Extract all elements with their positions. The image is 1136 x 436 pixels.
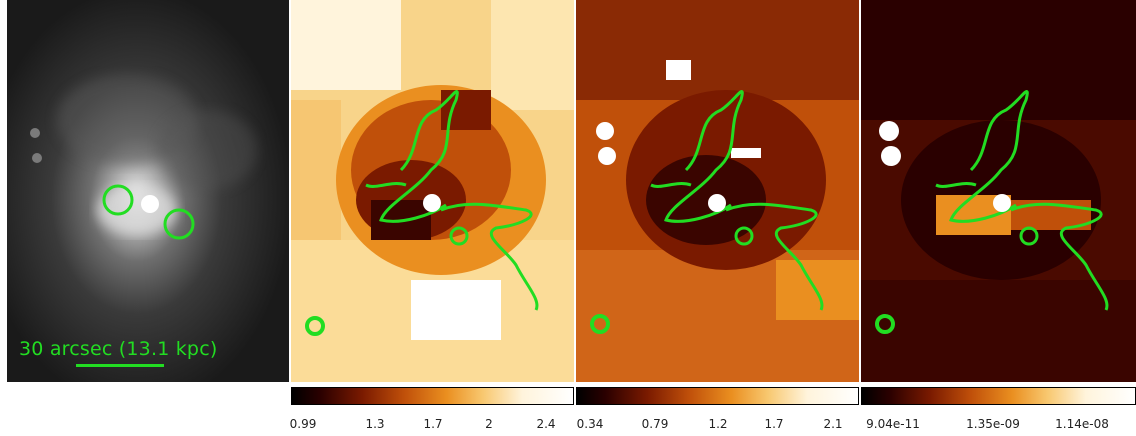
scale-bar xyxy=(76,364,164,367)
contours xyxy=(935,90,1109,311)
map-panel-3 xyxy=(861,0,1136,382)
xray-image-panel: 30 arcsec (13.1 kpc) xyxy=(7,0,289,382)
xray-image xyxy=(7,0,289,382)
map-panel-2 xyxy=(576,0,859,382)
point-source xyxy=(32,153,42,163)
colorbar-3-tick: 9.04e-11 xyxy=(866,417,920,431)
colorbar-1-tick: 1.3 xyxy=(365,417,385,431)
colorbar-1-tick: 1.7 xyxy=(423,417,443,431)
contours xyxy=(650,90,824,311)
colorbar-1-tick: 2.4 xyxy=(536,417,556,431)
map-panel-1 xyxy=(291,0,574,382)
colorbar-3-tick: 1.14e-08 xyxy=(1055,417,1109,431)
map-image-3 xyxy=(861,0,1136,382)
colorbar-3 xyxy=(861,387,1136,405)
colorbar-2-tick: 0.79 xyxy=(641,417,669,431)
colorbar-2-tick: 0.34 xyxy=(576,417,604,431)
masked-point-source xyxy=(141,195,159,213)
colorbar-2-tick: 2.1 xyxy=(823,417,843,431)
region-circle xyxy=(875,314,895,334)
region-circle xyxy=(163,208,195,240)
scale-bar-label: 30 arcsec (13.1 kpc) xyxy=(19,338,218,360)
region-circle xyxy=(305,316,325,336)
colorbar-1-tick: 2 xyxy=(485,417,493,431)
colorbar-2-tick: 1.7 xyxy=(764,417,784,431)
map-image-1 xyxy=(291,0,574,382)
colorbar-1-tick: 0.99 xyxy=(289,417,317,431)
contours xyxy=(365,90,539,311)
colorbar-2 xyxy=(576,387,859,405)
colorbar-3-tick: 1.35e-09 xyxy=(966,417,1020,431)
colorbar-2-tick: 1.2 xyxy=(708,417,728,431)
region-circle xyxy=(590,314,610,334)
colorbar-1 xyxy=(291,387,574,405)
map-image-2 xyxy=(576,0,859,382)
point-source xyxy=(30,128,40,138)
region-circle xyxy=(102,184,134,216)
